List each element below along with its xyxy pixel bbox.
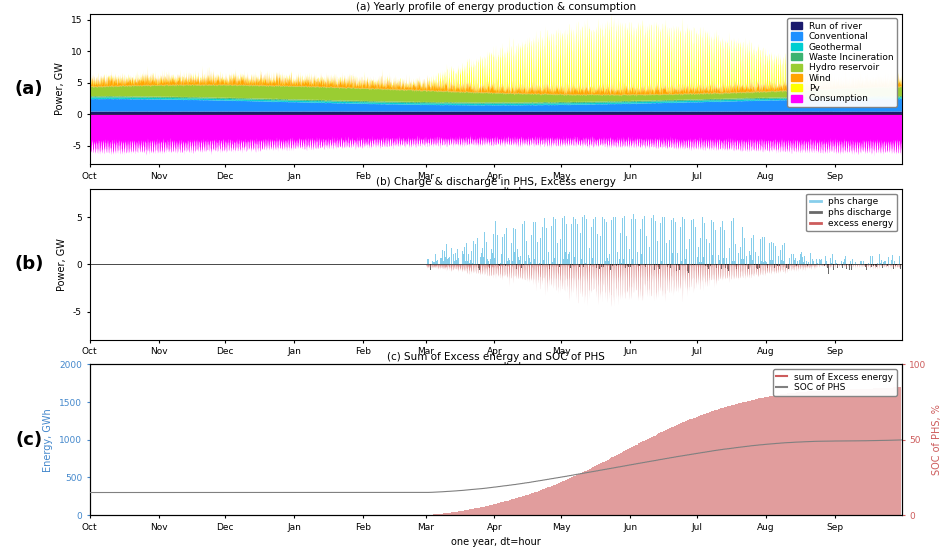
Y-axis label: Power, GW: Power, GW <box>55 62 65 116</box>
Title: (c) Sum of Excess energy and SOC of PHS: (c) Sum of Excess energy and SOC of PHS <box>387 352 604 362</box>
X-axis label: one year, dt=hour: one year, dt=hour <box>450 362 541 372</box>
Legend: phs charge, phs discharge, excess energy: phs charge, phs discharge, excess energy <box>806 193 897 231</box>
Title: (a) Yearly profile of energy production & consumption: (a) Yearly profile of energy production … <box>356 2 635 12</box>
Text: (c): (c) <box>15 431 42 449</box>
Y-axis label: Power, GW: Power, GW <box>58 238 67 291</box>
Y-axis label: Energy, GWh: Energy, GWh <box>43 408 54 472</box>
Text: (a): (a) <box>14 80 43 98</box>
X-axis label: one year, dt=hour: one year, dt=hour <box>450 187 541 197</box>
Text: (b): (b) <box>14 255 43 273</box>
Legend: Run of river, Conventional, Geothermal, Waste Incineration, Hydro reservoir, Win: Run of river, Conventional, Geothermal, … <box>787 18 897 107</box>
Y-axis label: SOC of PHS, %: SOC of PHS, % <box>932 404 942 475</box>
Title: (b) Charge & discharge in PHS, Excess energy: (b) Charge & discharge in PHS, Excess en… <box>376 177 615 187</box>
Legend: sum of Excess energy, SOC of PHS: sum of Excess energy, SOC of PHS <box>773 369 897 396</box>
X-axis label: one year, dt=hour: one year, dt=hour <box>450 538 541 547</box>
